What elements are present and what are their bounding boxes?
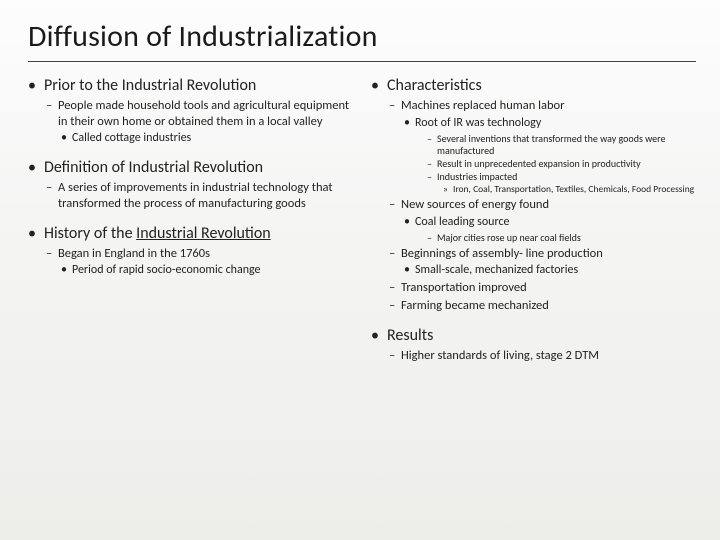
- slide: Diffusion of Industrialization Prior to …: [0, 0, 720, 540]
- bullet-coal-cities: Major cities rose up near coal fields: [371, 232, 696, 244]
- bullet-small-scale: Small-scale, mechanized factories: [371, 263, 696, 278]
- bullet-transportation: Transportation improved: [371, 280, 696, 296]
- bullet-cottage-industries: Called cottage industries: [28, 131, 353, 146]
- heading-results: Results: [371, 326, 696, 345]
- bullet-began-england: Began in England in the 1760s: [28, 246, 353, 262]
- bullet-assembly-line: Beginnings of assembly- line production: [371, 246, 696, 262]
- bullet-energy-sources: New sources of energy found: [371, 197, 696, 213]
- heading-history: History of the Industrial Revolution: [28, 224, 353, 243]
- bullet-cottage-desc: People made household tools and agricult…: [28, 98, 353, 129]
- heading-characteristics: Characteristics: [371, 76, 696, 95]
- heading-history-link[interactable]: Industrial Revolution: [136, 224, 271, 243]
- bullet-farming: Farming became mechanized: [371, 298, 696, 314]
- slide-title: Diffusion of Industrialization: [28, 18, 696, 62]
- bullet-machines-labor: Machines replaced human labor: [371, 98, 696, 114]
- bullet-definition-text: A series of improvements in industrial t…: [28, 180, 353, 211]
- bullet-industries-list: Iron, Coal, Transportation, Textiles, Ch…: [371, 184, 696, 195]
- bullet-root-tech: Root of IR was technology: [371, 116, 696, 131]
- bullet-productivity: Result in unprecedented expansion in pro…: [371, 158, 696, 170]
- left-column: Prior to the Industrial Revolution Peopl…: [28, 72, 353, 365]
- heading-history-pre: History of the: [44, 224, 136, 243]
- content-columns: Prior to the Industrial Revolution Peopl…: [28, 72, 696, 365]
- bullet-rapid-change: Period of rapid socio-economic change: [28, 263, 353, 278]
- bullet-coal-leading: Coal leading source: [371, 215, 696, 230]
- heading-prior: Prior to the Industrial Revolution: [28, 76, 353, 95]
- heading-definition: Definition of Industrial Revolution: [28, 158, 353, 177]
- right-column: Characteristics Machines replaced human …: [371, 72, 696, 365]
- bullet-inventions: Several inventions that transformed the …: [371, 133, 696, 157]
- bullet-industries-impacted: Industries impacted: [371, 171, 696, 183]
- bullet-results-text: Higher standards of living, stage 2 DTM: [371, 348, 696, 364]
